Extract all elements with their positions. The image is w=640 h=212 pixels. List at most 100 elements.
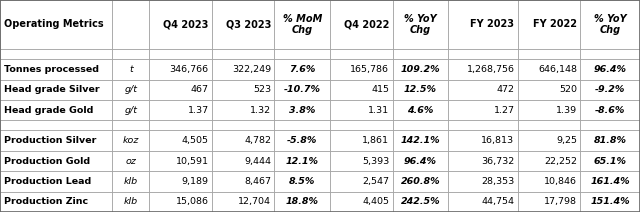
Bar (580, 151, 640, 171)
Bar (149, 192, 212, 212)
Text: -10.7%: -10.7% (284, 85, 321, 94)
Text: Head grade Silver: Head grade Silver (4, 85, 99, 94)
Text: -8.6%: -8.6% (595, 106, 625, 114)
Bar (275, 171, 330, 192)
Text: 523: 523 (253, 85, 271, 94)
Bar (149, 130, 212, 151)
Bar (275, 151, 330, 171)
Bar (212, 171, 275, 192)
Bar (518, 192, 580, 212)
Bar (212, 130, 275, 151)
Text: Tonnes processed: Tonnes processed (4, 65, 99, 74)
Bar (113, 0, 149, 49)
Text: 4,405: 4,405 (362, 197, 389, 206)
Text: 1.39: 1.39 (556, 106, 577, 114)
Text: 8.5%: 8.5% (289, 177, 316, 186)
Bar (392, 151, 448, 171)
Text: g/t: g/t (124, 106, 138, 114)
Text: 10,846: 10,846 (544, 177, 577, 186)
Bar (448, 49, 518, 59)
Text: koz: koz (123, 136, 139, 145)
Bar (392, 0, 448, 49)
Bar (212, 151, 275, 171)
Text: 9,444: 9,444 (244, 156, 271, 166)
Bar (0, 0, 113, 49)
Text: Production Silver: Production Silver (4, 136, 96, 145)
Bar (212, 49, 275, 59)
Text: 4,505: 4,505 (182, 136, 209, 145)
Text: 81.8%: 81.8% (594, 136, 627, 145)
Text: 8,467: 8,467 (244, 177, 271, 186)
Bar (392, 80, 448, 100)
Bar (0, 100, 113, 120)
Bar (518, 80, 580, 100)
Bar (580, 192, 640, 212)
Text: 142.1%: 142.1% (401, 136, 440, 145)
Bar (212, 100, 275, 120)
Bar (518, 0, 580, 49)
Bar (518, 59, 580, 80)
Bar (0, 192, 113, 212)
Bar (275, 49, 330, 59)
Bar (518, 130, 580, 151)
Text: 5,393: 5,393 (362, 156, 389, 166)
Bar (330, 59, 392, 80)
Text: 65.1%: 65.1% (594, 156, 627, 166)
Text: 260.8%: 260.8% (401, 177, 440, 186)
Text: 1.32: 1.32 (250, 106, 271, 114)
Bar (448, 80, 518, 100)
Bar (518, 100, 580, 120)
Text: 520: 520 (559, 85, 577, 94)
Bar (275, 80, 330, 100)
Bar (330, 49, 392, 59)
Bar (580, 49, 640, 59)
Text: 7.6%: 7.6% (289, 65, 316, 74)
Bar (580, 120, 640, 130)
Bar (448, 100, 518, 120)
Text: 18.8%: 18.8% (285, 197, 319, 206)
Bar (518, 49, 580, 59)
Bar (448, 59, 518, 80)
Bar (149, 80, 212, 100)
Bar (113, 120, 149, 130)
Bar (330, 0, 392, 49)
Text: Q4 2023: Q4 2023 (163, 20, 209, 29)
Text: Operating Metrics: Operating Metrics (4, 20, 104, 29)
Bar (448, 151, 518, 171)
Text: t: t (129, 65, 132, 74)
Text: 44,754: 44,754 (481, 197, 515, 206)
Bar (580, 0, 640, 49)
Text: 36,732: 36,732 (481, 156, 515, 166)
Bar (330, 171, 392, 192)
Text: 9,189: 9,189 (182, 177, 209, 186)
Text: % MoM
Chg: % MoM Chg (282, 14, 322, 35)
Bar (392, 120, 448, 130)
Text: 472: 472 (497, 85, 515, 94)
Bar (448, 120, 518, 130)
Text: 4.6%: 4.6% (407, 106, 433, 114)
Bar (275, 120, 330, 130)
Bar (448, 171, 518, 192)
Text: 165,786: 165,786 (350, 65, 389, 74)
Bar (392, 130, 448, 151)
Text: % YoY
Chg: % YoY Chg (594, 14, 627, 35)
Text: 96.4%: 96.4% (404, 156, 436, 166)
Text: 1.27: 1.27 (493, 106, 515, 114)
Text: 1,268,756: 1,268,756 (467, 65, 515, 74)
Bar (0, 171, 113, 192)
Text: 346,766: 346,766 (170, 65, 209, 74)
Bar (580, 171, 640, 192)
Text: klb: klb (124, 197, 138, 206)
Bar (149, 49, 212, 59)
Bar (0, 120, 113, 130)
Text: 242.5%: 242.5% (401, 197, 440, 206)
Bar (212, 192, 275, 212)
Text: 322,249: 322,249 (232, 65, 271, 74)
Text: 15,086: 15,086 (176, 197, 209, 206)
Text: 161.4%: 161.4% (590, 177, 630, 186)
Bar (113, 80, 149, 100)
Text: -9.2%: -9.2% (595, 85, 625, 94)
Bar (392, 49, 448, 59)
Bar (392, 171, 448, 192)
Text: Production Gold: Production Gold (4, 156, 90, 166)
